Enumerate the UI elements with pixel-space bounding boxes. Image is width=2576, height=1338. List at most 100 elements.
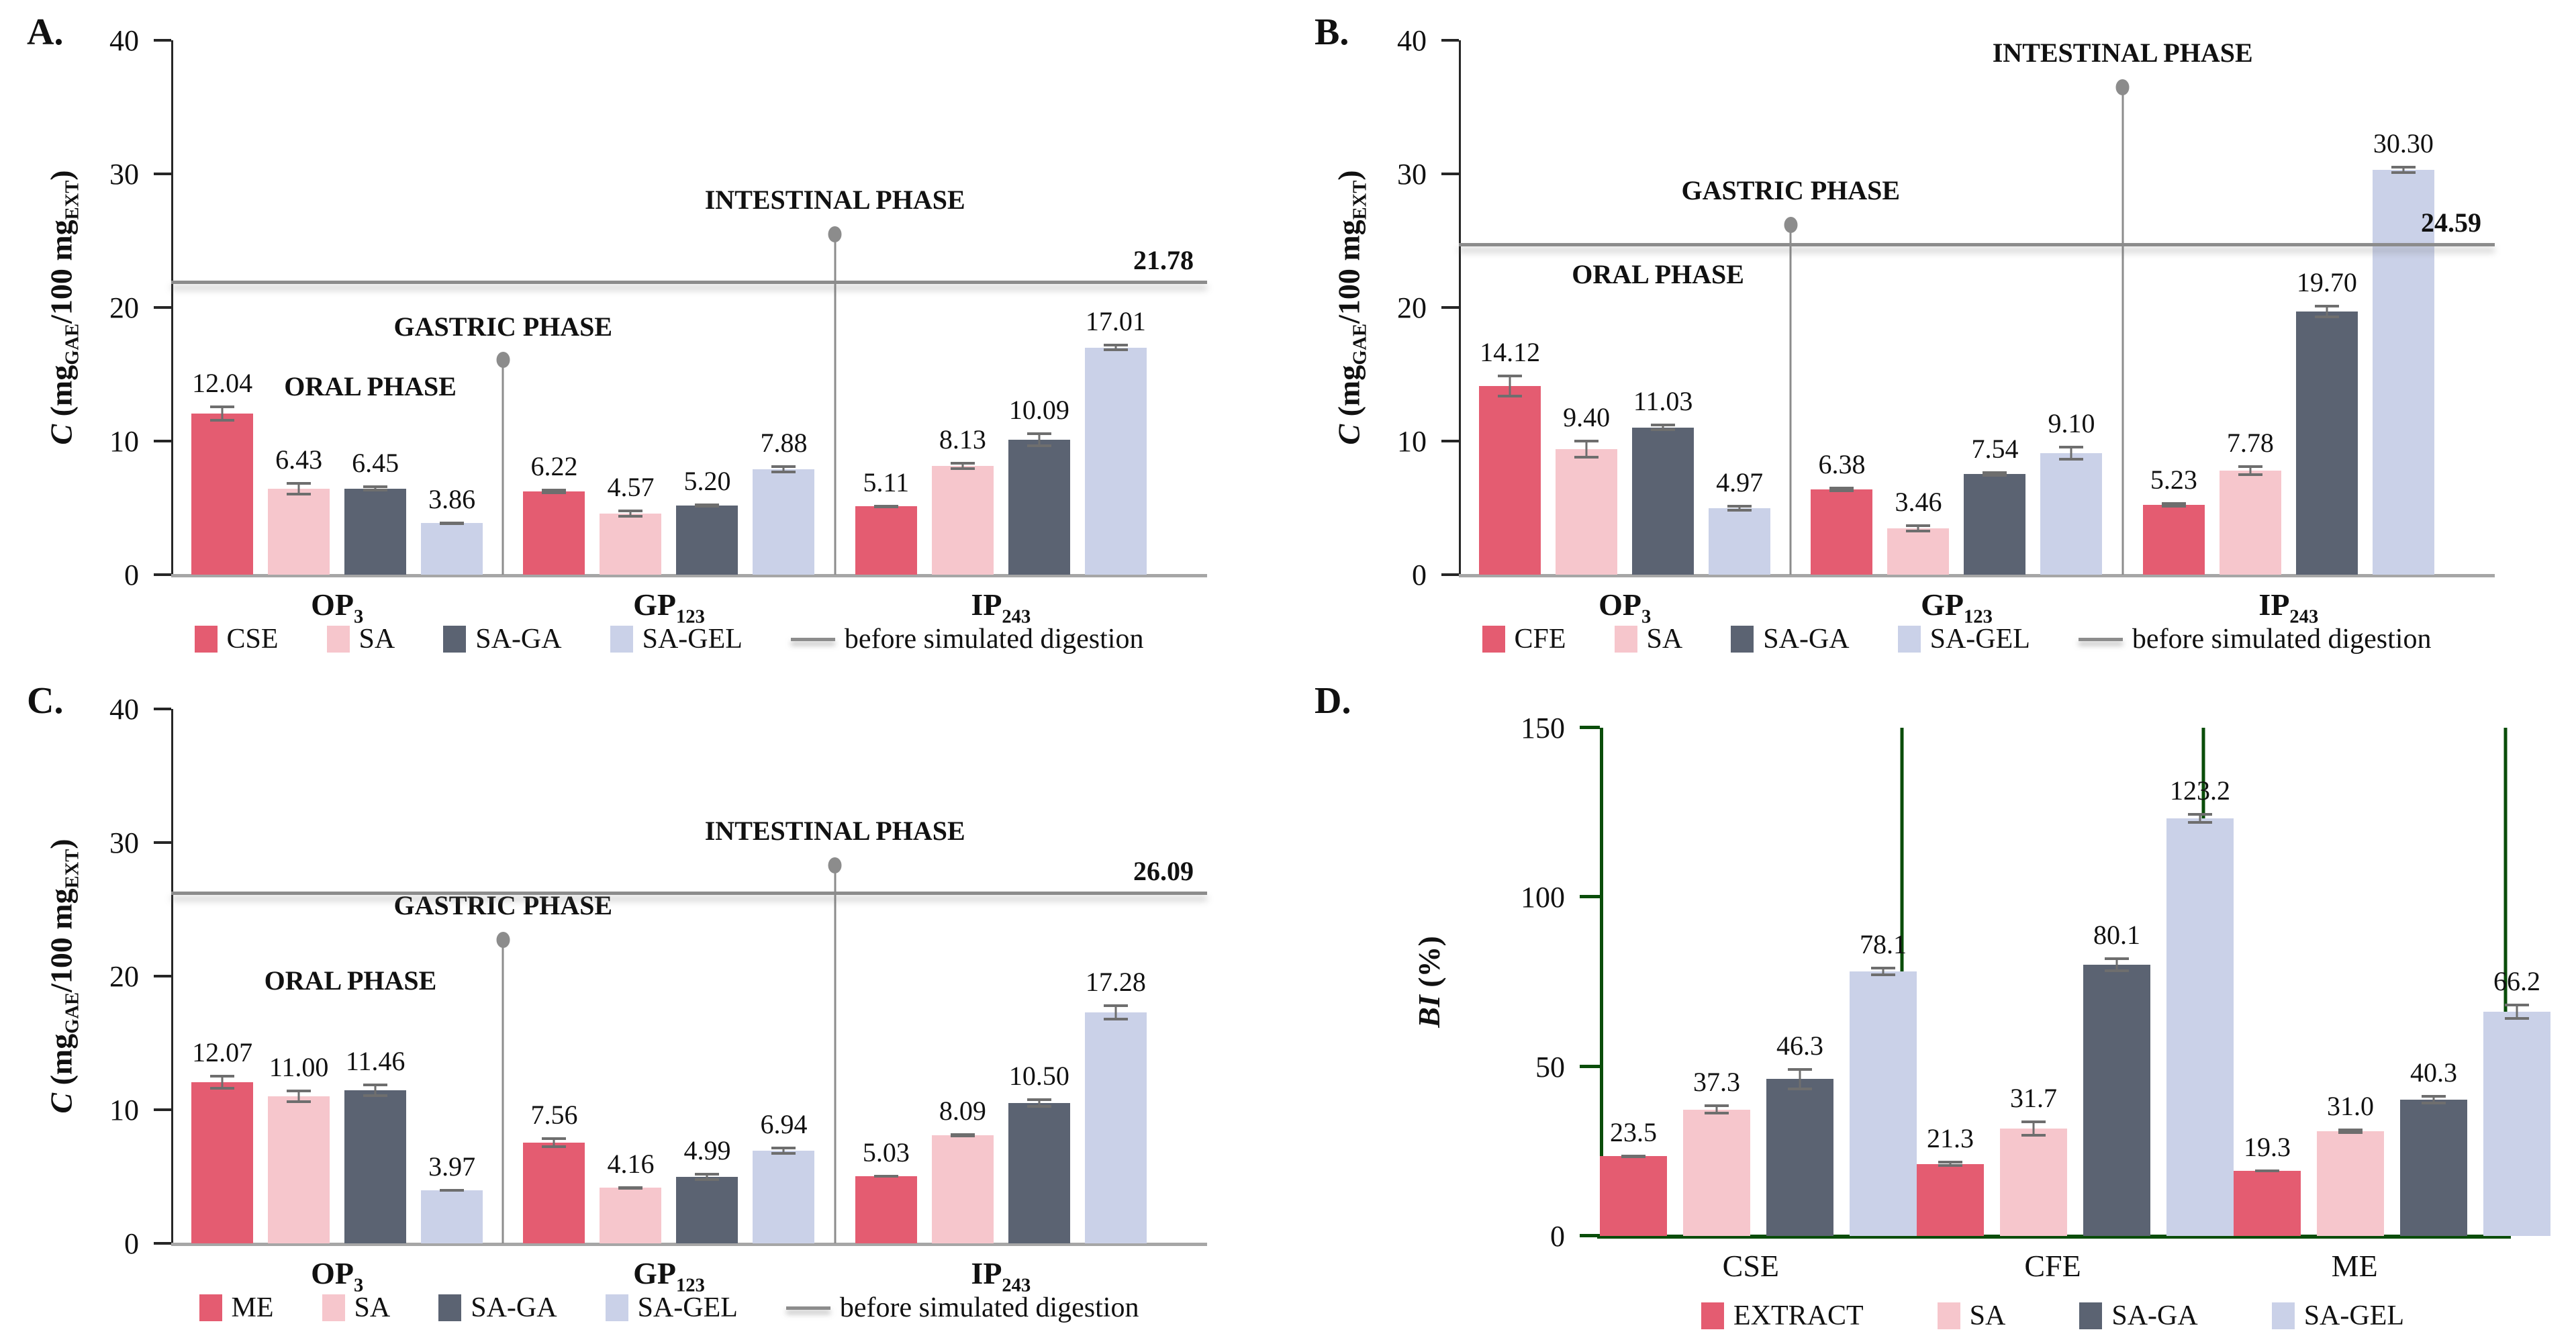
- bar-group-IP: 5.11 8.13 10.09 17.01: [835, 40, 1167, 575]
- error-bar-bottom-cap: [1574, 455, 1599, 459]
- legend-swatch-SA-GEL: [610, 626, 633, 653]
- bar-SA-GEL-ME: 66.2: [2483, 728, 2550, 1236]
- bar-fill: [2372, 170, 2434, 575]
- bar-fill: [344, 1090, 407, 1243]
- bar-value-label: 5.20: [683, 465, 731, 496]
- bar-fill: [1964, 473, 2026, 575]
- y-axis-title: BI (%): [1411, 936, 1447, 1028]
- y-axis-title-segment: GAE: [62, 323, 83, 365]
- error-bar-stem: [782, 465, 785, 474]
- bars-area: 23.5 37.3 46.3 78.1 21.3 31.7 80.1 123.2 19.3 31.…: [1600, 728, 2550, 1236]
- y-tick-label: 30: [109, 158, 139, 191]
- legend-item-SA-GA: SA-GA: [438, 1292, 557, 1324]
- y-tick-label: 10: [109, 1094, 139, 1127]
- legend-label: SA-GA: [471, 1292, 557, 1323]
- bar-fill: [2142, 504, 2205, 575]
- panel-B: B. C (mgGAE/100 mgEXT) 0 10 20 30 40 14.12 9.40 1…: [1288, 0, 2576, 669]
- legend-label: SA-GA: [2111, 1300, 2198, 1331]
- x-tick-row: OP3 GP123 IP243: [1459, 587, 2454, 628]
- legend-swatch-SA-GEL: [605, 1294, 628, 1321]
- bar-value-label: 12.04: [192, 368, 253, 399]
- error-bar-top-cap: [363, 485, 388, 489]
- legend-swatch-SA-GA: [443, 626, 467, 653]
- error-bar-stem: [297, 1090, 300, 1104]
- bar-SA-GEL-GP: 7.88: [753, 40, 815, 575]
- error-bar: [1938, 1160, 1962, 1167]
- error-bar-stem: [221, 1074, 224, 1090]
- bar-value-label: 3.86: [428, 483, 476, 514]
- error-bar: [1621, 1154, 1645, 1158]
- y-tick-label: 0: [124, 559, 139, 591]
- error-bar-bottom-cap: [440, 522, 465, 525]
- bar-value-label: 6.38: [1818, 449, 1866, 480]
- bar-fill: [1479, 386, 1541, 575]
- legend-label: SA: [354, 1292, 391, 1323]
- x-tick-label-GP: GP123: [503, 587, 834, 628]
- x-tick-subscript: 123: [1964, 606, 1993, 628]
- error-bar: [950, 462, 975, 471]
- y-tick-mark: [154, 1242, 171, 1245]
- error-bar-top-cap: [2161, 501, 2186, 505]
- y-axis-title-segment: GAE: [1349, 323, 1371, 365]
- error-bar: [2255, 1169, 2279, 1172]
- legend-item-reference-line: before simulated digestion: [785, 1292, 1139, 1324]
- x-tick-label-ME: ME: [2203, 1248, 2506, 1284]
- error-bar: [2059, 445, 2084, 461]
- y-axis-line: [171, 40, 173, 576]
- panel-label-D: D.: [1315, 680, 1351, 722]
- bar-ME-OP: 12.07: [191, 709, 254, 1243]
- x-tick-label-IP: IP243: [2123, 587, 2454, 628]
- bar-fill: [676, 505, 738, 575]
- error-bar: [1651, 423, 1676, 432]
- error-bar: [950, 1133, 975, 1137]
- error-bar-stem: [2349, 1128, 2352, 1134]
- error-bar-bottom-cap: [2391, 171, 2416, 174]
- bar-ME-GP: 7.56: [523, 709, 585, 1243]
- error-bar-bottom-cap: [542, 1145, 567, 1148]
- bar-fill: [753, 1150, 815, 1243]
- error-bar-stem: [374, 1084, 377, 1097]
- phase-annotation: GASTRIC PHASE: [393, 890, 613, 921]
- legend-swatch-SA-GA: [438, 1294, 462, 1321]
- y-tick-mark: [154, 173, 171, 175]
- error-bar-bottom-cap: [950, 467, 975, 471]
- legend-item-SA: SA: [322, 1292, 391, 1324]
- error-bar: [1788, 1068, 1812, 1090]
- bar-fill: [1917, 1163, 1984, 1236]
- bar-CSE-GP: 6.22: [523, 40, 585, 575]
- legend-label: CSE: [226, 624, 279, 655]
- legend-item-SA: SA: [1937, 1300, 2005, 1332]
- error-bar-stem: [553, 1137, 555, 1148]
- error-bar-bottom-cap: [287, 1100, 312, 1104]
- bar-EXTRACT-ME: 19.3: [2234, 728, 2301, 1236]
- legend-line-swatch: [785, 1306, 830, 1310]
- bar-SA-GEL-IP: 17.01: [1084, 40, 1147, 575]
- bar-fill: [2083, 964, 2150, 1236]
- legend-item-reference-line: before simulated digestion: [790, 623, 1143, 655]
- y-tick-label: 50: [1535, 1050, 1565, 1084]
- x-tick-subscript: 3: [353, 1275, 364, 1296]
- x-tick-label-OP: OP3: [171, 587, 503, 628]
- error-bar-bottom-cap: [1027, 444, 1051, 448]
- error-bar: [771, 465, 796, 474]
- bar-group-OP: 12.07 11.00 11.46 3.97: [171, 709, 503, 1243]
- bar-SA-GA-OP: 11.46: [344, 709, 407, 1243]
- legend-swatch-SA: [1937, 1302, 1960, 1329]
- legend-swatch-EXTRACT: [1701, 1302, 1724, 1329]
- phase-annotation: ORAL PHASE: [264, 965, 437, 996]
- x-tick-label-GP: GP123: [1791, 587, 2122, 628]
- error-bar-bottom-cap: [1829, 489, 1854, 492]
- legend-swatch-SA: [1614, 626, 1637, 653]
- bar-value-label: 6.45: [352, 448, 399, 479]
- error-bar: [2505, 1003, 2529, 1020]
- bar-SA-GP: 4.16: [600, 709, 662, 1243]
- error-bar-stem: [2326, 305, 2328, 318]
- error-bar-stem: [961, 462, 964, 471]
- error-bar: [1871, 966, 1895, 976]
- bar-fill: [600, 1188, 662, 1243]
- legend-swatch-SA-GA: [1731, 626, 1754, 653]
- bar-SA-GA-IP: 10.50: [1008, 709, 1070, 1243]
- bar-fill: [421, 1190, 483, 1243]
- bar-value-label: 40.3: [2410, 1057, 2457, 1088]
- error-bar: [2238, 465, 2262, 477]
